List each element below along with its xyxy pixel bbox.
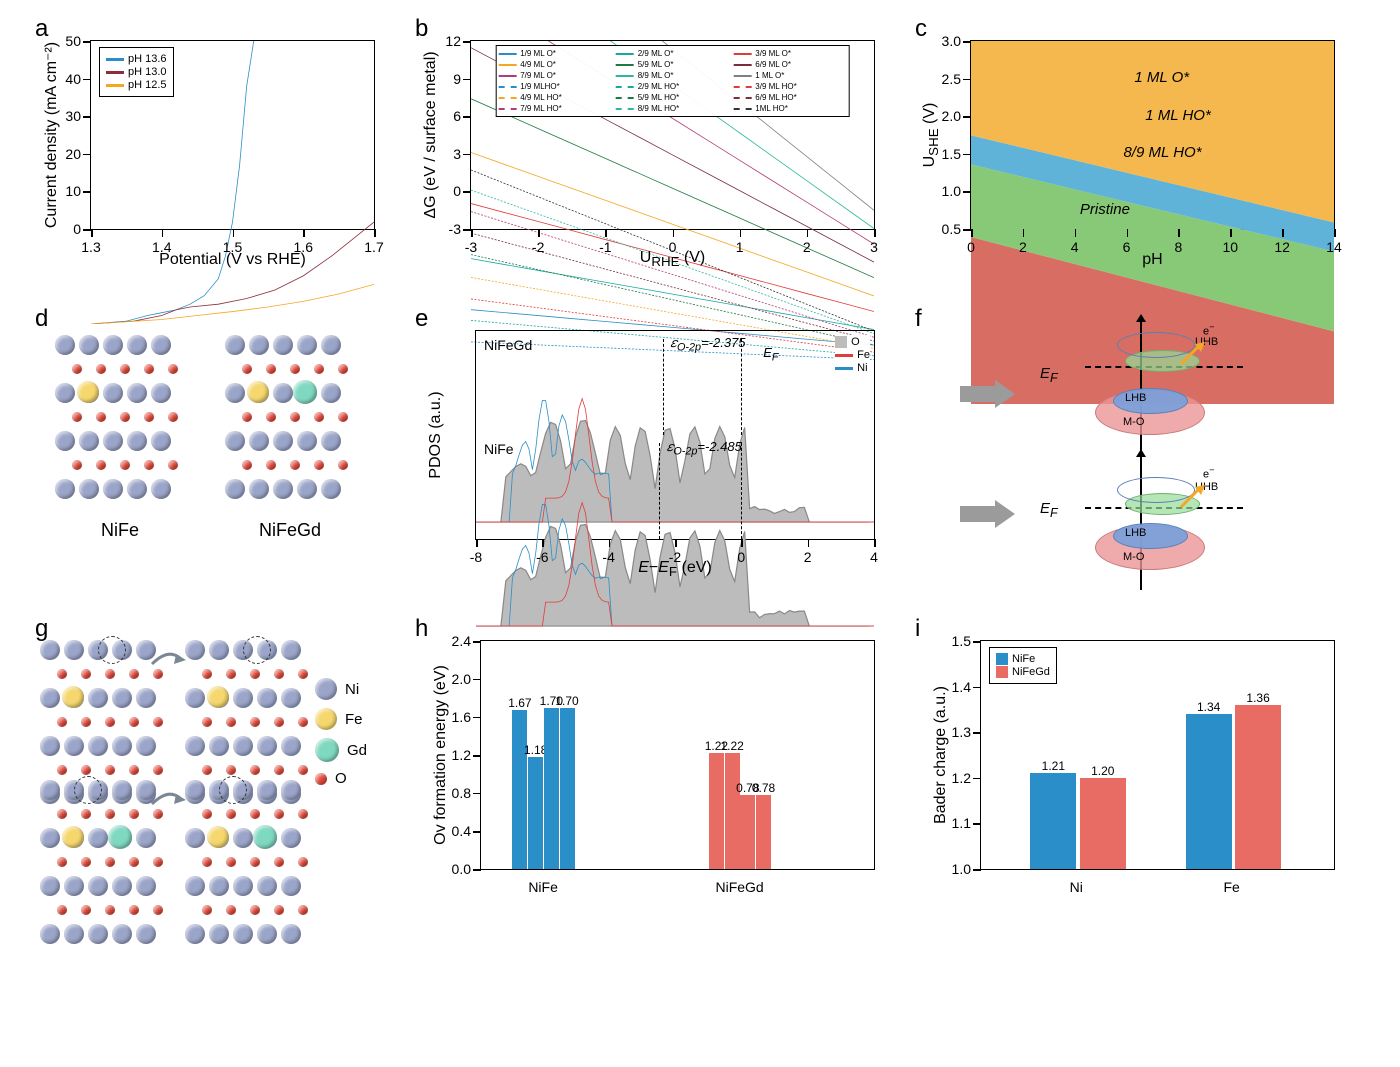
crystal-nifegd bbox=[225, 335, 355, 515]
chart-h: Ov formation energy (eV) 0.00.40.81.21.6… bbox=[480, 640, 875, 870]
atom-legend: NiFeGdO bbox=[315, 670, 367, 795]
pdos-efline-2 bbox=[741, 443, 742, 539]
band-schematic-bot: UHBLHBM-Oe− bbox=[1085, 465, 1225, 580]
panel-b: b ΔG (eV / surface metal) URHE (V) 1/9 M… bbox=[420, 20, 890, 280]
pdos-e2p-text-1: 𝜀O-2p=-2.375 bbox=[671, 335, 746, 354]
panel-h: h Ov formation energy (eV) 0.00.40.81.21… bbox=[420, 620, 890, 920]
ef-label-bot: EF bbox=[1040, 500, 1058, 520]
arrow-icon bbox=[960, 500, 1015, 528]
crystal-nife bbox=[55, 335, 185, 515]
pdos-efline-1 bbox=[741, 339, 742, 435]
panel-i-label: i bbox=[915, 615, 920, 643]
panel-c-label: c bbox=[915, 15, 927, 43]
arrow-bottom bbox=[960, 500, 1015, 528]
pdos-ef-text: EF bbox=[763, 345, 778, 364]
pdos-nife-title: NiFe bbox=[484, 441, 514, 457]
legend-e: OFeNi bbox=[835, 335, 870, 375]
panel-c: c USHE (V) pH 0.51.01.52.02.53.002468101… bbox=[920, 20, 1350, 280]
panel-g-label: g bbox=[35, 615, 48, 643]
pdos-e2p-text-2: 𝜀O-2p=-2.485 bbox=[667, 439, 742, 458]
axis-c-ylabel: USHE (V) bbox=[921, 103, 941, 168]
crystal-nife-label: NiFe bbox=[55, 520, 185, 541]
axis-c-xlabel: pH bbox=[1142, 251, 1162, 269]
chart-c: USHE (V) pH 0.51.01.52.02.53.00246810121… bbox=[970, 40, 1335, 230]
panel-e: e NiFeGd 𝜀O-2p=-2.375 EF OFeNi NiFe 𝜀O-2… bbox=[420, 310, 890, 590]
chart-i: Bader charge (a.u.) NiFeNiFeGd 1.01.11.2… bbox=[980, 640, 1335, 870]
panel-d-label: d bbox=[35, 305, 48, 333]
pdos-nifegd: NiFeGd 𝜀O-2p=-2.375 EF OFeNi bbox=[476, 331, 874, 435]
pdos-nifegd-title: NiFeGd bbox=[484, 337, 532, 353]
panel-h-label: h bbox=[415, 615, 428, 643]
crystal-g-2 bbox=[185, 640, 295, 760]
chart-e: NiFeGd 𝜀O-2p=-2.375 EF OFeNi NiFe 𝜀O-2p=… bbox=[475, 330, 875, 540]
axis-a-ylabel: Current density (mA cm⁻²) bbox=[41, 42, 61, 228]
crystal-g-3 bbox=[40, 780, 150, 900]
arrow-top bbox=[960, 380, 1015, 408]
panel-f-label: f bbox=[915, 305, 922, 333]
curve-arrow-icon bbox=[150, 648, 186, 668]
chart-b: ΔG (eV / surface metal) URHE (V) 1/9 ML … bbox=[470, 40, 875, 230]
axis-b-ylabel: ΔG (eV / surface metal) bbox=[422, 51, 440, 218]
legend-i: NiFeNiFeGd bbox=[989, 647, 1057, 684]
ef-label-top: EF bbox=[1040, 365, 1058, 385]
band-schematic-top: UHBLHBM-Oe− bbox=[1085, 330, 1225, 445]
crystal-g-4 bbox=[185, 780, 295, 900]
panel-d: d NiFe NiFeGd bbox=[40, 310, 390, 590]
arrow-icon bbox=[960, 380, 1015, 408]
panel-a: a Current density (mA cm⁻²) Potential (V… bbox=[40, 20, 390, 280]
figure-grid: a Current density (mA cm⁻²) Potential (V… bbox=[40, 20, 1360, 920]
panel-i: i Bader charge (a.u.) NiFeNiFeGd 1.01.11… bbox=[920, 620, 1350, 920]
panel-e-label: e bbox=[415, 305, 428, 333]
pdos-nife-svg bbox=[476, 435, 874, 634]
pdos-nife: NiFe 𝜀O-2p=-2.485 bbox=[476, 435, 874, 539]
panel-b-label: b bbox=[415, 15, 428, 43]
pdos-e2p-line-1 bbox=[663, 339, 664, 435]
crystal-nifegd-label: NiFeGd bbox=[225, 520, 355, 541]
pdos-e2p-line-2 bbox=[659, 443, 660, 539]
panel-f: f UHBLHBM-Oe− UHBLHBM-Oe− EF EF bbox=[920, 310, 1350, 590]
legend-b: 1/9 ML O*2/9 ML O*3/9 ML O*4/9 ML O*5/9 … bbox=[495, 45, 850, 117]
axis-h-ylabel: Ov formation energy (eV) bbox=[432, 665, 450, 845]
legend-a: pH 13.6pH 13.0pH 12.5 bbox=[99, 47, 174, 97]
crystal-g-1 bbox=[40, 640, 150, 760]
chart-a: Current density (mA cm⁻²) Potential (V v… bbox=[90, 40, 375, 230]
axis-e-ylabel: PDOS (a.u.) bbox=[427, 391, 445, 478]
axis-i-ylabel: Bader charge (a.u.) bbox=[932, 686, 950, 824]
panel-g: g NiFeGdO bbox=[40, 620, 390, 920]
curve-arrow-icon bbox=[150, 788, 186, 808]
panel-a-label: a bbox=[35, 15, 48, 43]
